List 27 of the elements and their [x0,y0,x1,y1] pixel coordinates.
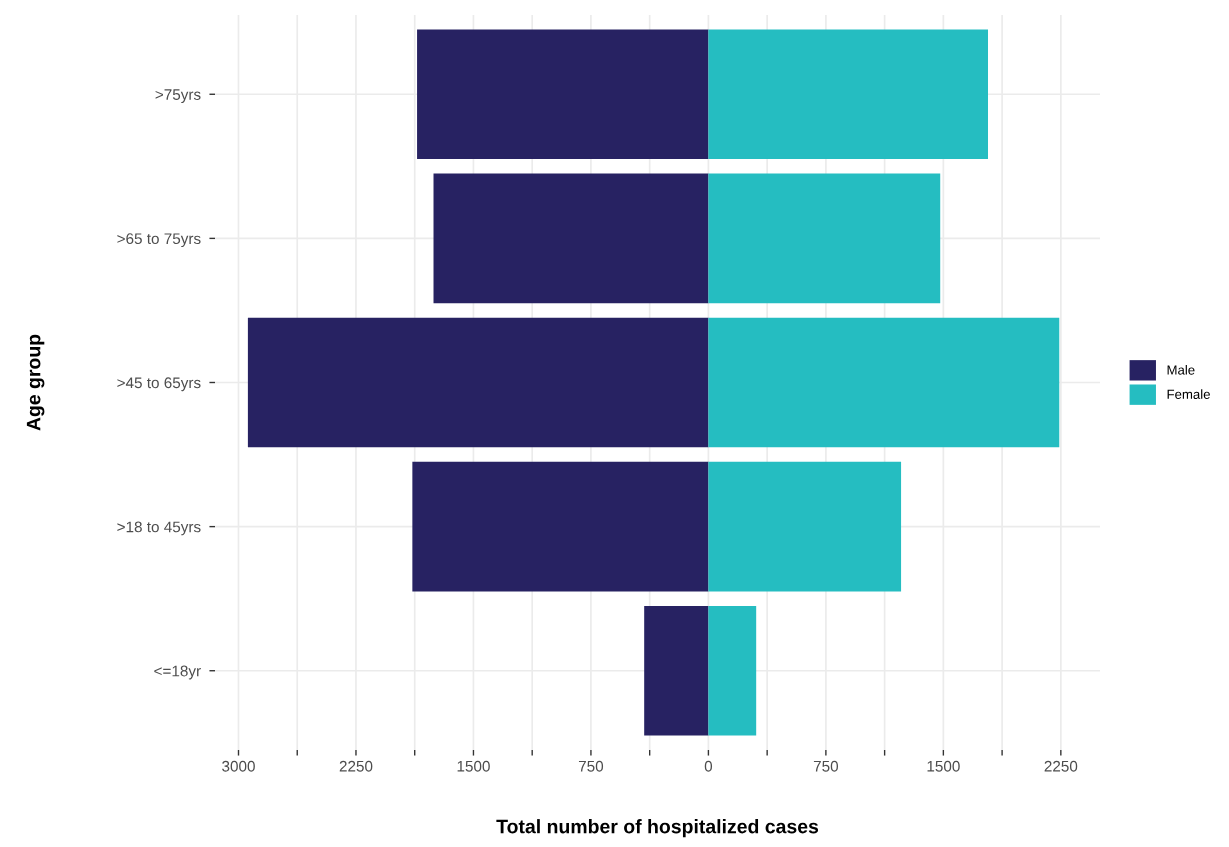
bar [708,173,941,304]
x-tick-label: 1500 [927,760,960,772]
legend-label: Male [1167,364,1195,375]
y-tick-label: >65 to 75yrs [117,233,201,248]
y-tick-label: <=18yr [154,665,201,680]
bar [708,317,1060,448]
bar [433,173,709,304]
bar [412,461,709,592]
x-tick-label: 750 [578,760,604,772]
y-tick-label: >45 to 65yrs [117,377,201,392]
bar [247,317,709,448]
x-tick-label: 0 [704,760,713,772]
x-tick-label: 3000 [222,760,255,772]
y-axis-title: Age group [26,334,45,431]
x-tick-label: 1500 [457,760,490,772]
y-tick-label: >75yrs [155,89,201,103]
bar [644,605,709,736]
x-tick-label: 2250 [1044,760,1078,772]
bar [708,29,988,160]
bar [708,461,902,592]
bar [417,29,709,160]
x-tick-label: 750 [813,760,839,772]
x-axis-title: Total number of hospitalized cases [496,819,819,838]
y-tick-label: >18 to 45yrs [117,521,201,536]
x-tick-label: 2250 [339,760,373,772]
legend-label: Female [1167,389,1210,399]
bar [708,605,757,736]
